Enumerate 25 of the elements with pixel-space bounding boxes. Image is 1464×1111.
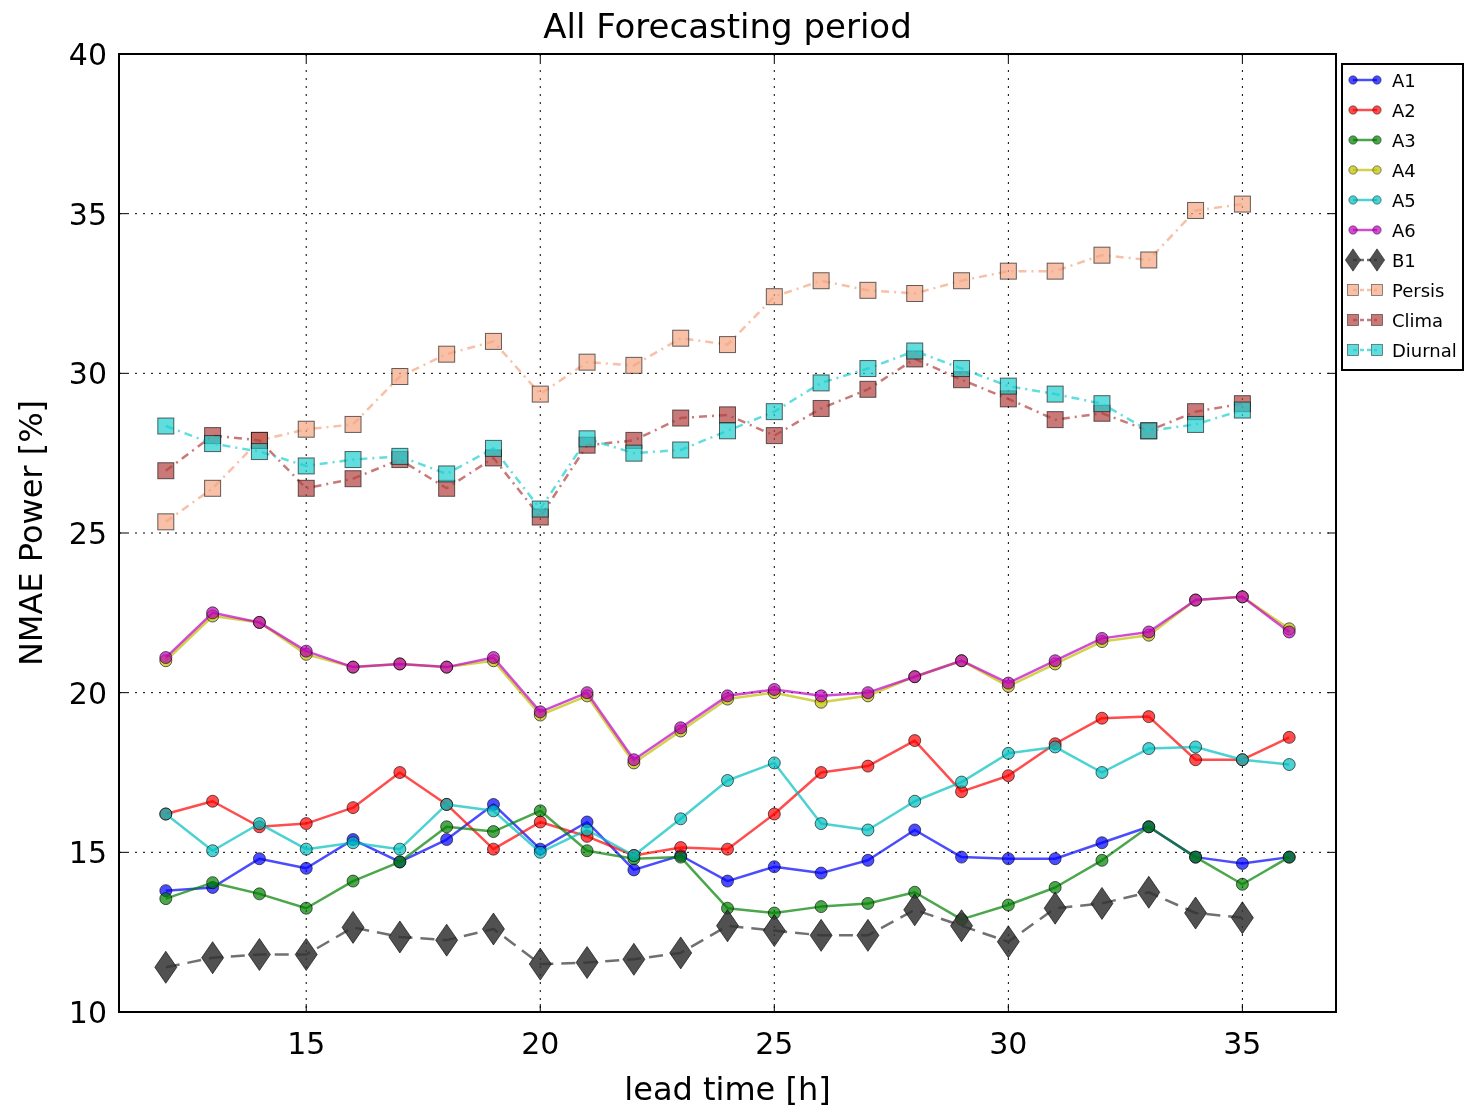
legend-label: A3 [1392,130,1416,151]
legend-label: A5 [1392,190,1416,211]
y-tick-label: 35 [68,196,107,232]
x-axis-title: lead time [h] [624,1070,831,1108]
x-tick-label: 15 [287,1026,326,1061]
legend-label: Diurnal [1392,340,1457,361]
legend-label: A6 [1392,220,1416,241]
x-tick-label: 25 [755,1026,794,1061]
legend-label: A1 [1392,70,1416,91]
legend-label: A4 [1392,160,1416,181]
x-tick-label: 30 [989,1026,1028,1061]
y-tick-label: 25 [68,516,107,551]
legend-label: B1 [1392,250,1416,271]
y-tick-label: 10 [68,995,107,1030]
x-tick-label: 20 [521,1026,560,1061]
y-tick-label: 30 [68,356,107,392]
x-tick-label: 35 [1223,1026,1262,1061]
legend-label: A2 [1392,100,1416,121]
y-tick-label: 20 [68,675,107,711]
chart-title: All Forecasting period [543,6,912,46]
legend-label: Persis [1392,280,1445,301]
y-tick-label: 40 [68,37,107,72]
legend-label: Clima [1392,310,1444,331]
y-axis-title: NMAE Power [%] [12,399,50,667]
y-tick-label: 15 [68,835,107,871]
